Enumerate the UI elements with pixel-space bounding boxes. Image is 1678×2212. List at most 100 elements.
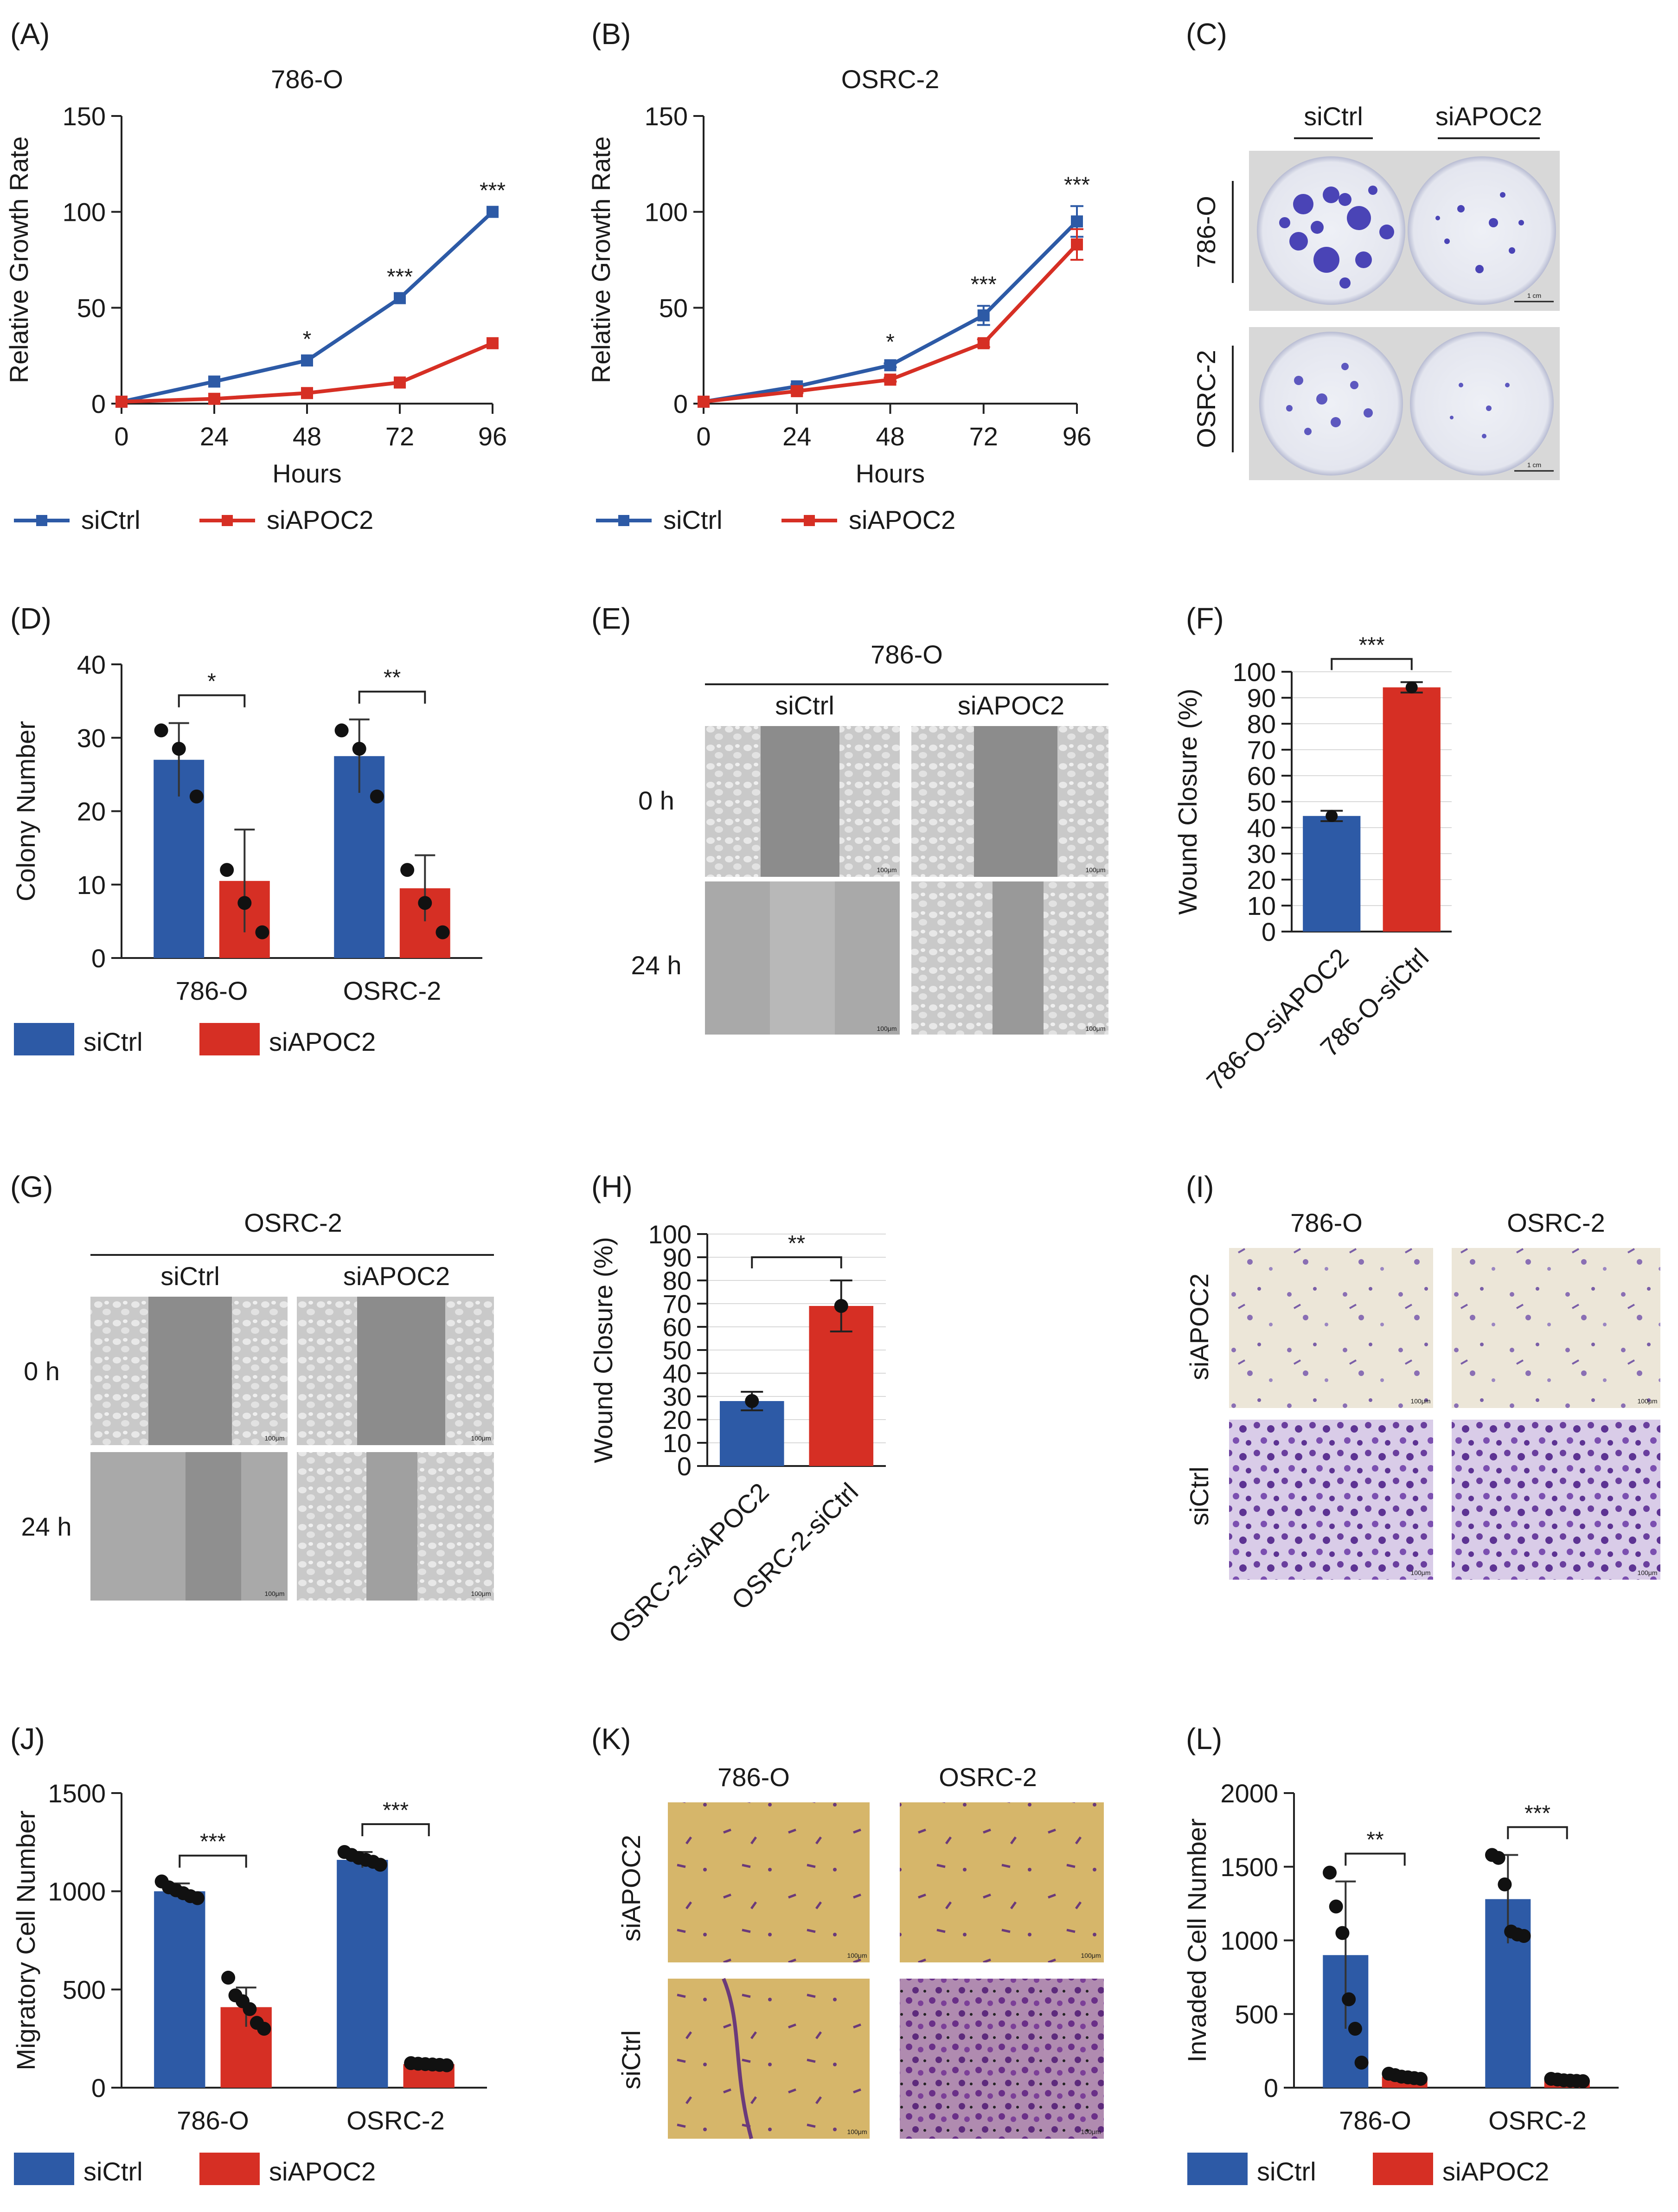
col-label: siCtrl	[1304, 102, 1363, 131]
data-point	[487, 337, 499, 349]
scale-bar-label: 100μm	[847, 1952, 867, 1959]
data-point	[977, 337, 990, 349]
data-point	[1354, 2056, 1369, 2070]
data-point	[334, 723, 349, 738]
invasion-image	[900, 1979, 1104, 2139]
legend-swatch	[14, 2153, 74, 2185]
x-tick-label: 96	[1063, 422, 1091, 451]
y-tick-label: 1500	[48, 1779, 106, 1808]
y-tick-label: 20	[77, 797, 106, 826]
invasion-image	[900, 1802, 1104, 1962]
data-point	[370, 789, 384, 804]
scale-bar-label: 100μm	[1081, 1952, 1101, 1959]
data-point	[221, 1970, 236, 1985]
y-tick-label: 20	[663, 1405, 692, 1434]
panel-letter-J: (J)	[10, 1722, 45, 1755]
y-tick-label: 100	[645, 198, 688, 227]
significance-mark: **	[1366, 1828, 1383, 1852]
scale-bar-label: 100μm	[264, 1434, 284, 1442]
y-tick-label: 500	[63, 1975, 106, 2004]
bar	[719, 1401, 784, 1466]
data-point	[243, 2002, 257, 2016]
y-tick-label: 0	[673, 389, 688, 418]
data-point	[745, 1394, 759, 1408]
significance-mark: ***	[971, 272, 997, 297]
y-tick-label: 50	[1247, 787, 1276, 817]
chart-j-migratory-cells: 0 500 1000 1500 Migratory Cell Number 786-O **…	[11, 1779, 487, 2186]
x-tick-label: 72	[385, 422, 414, 451]
data-point	[115, 395, 128, 408]
data-point	[698, 395, 710, 408]
x-tick-label: OSRC-2-siAPOC2	[603, 1477, 775, 1649]
y-tick-label: 80	[1247, 709, 1276, 739]
bar	[809, 1306, 874, 1466]
data-point	[189, 789, 204, 804]
col-label: siAPOC2	[343, 1261, 450, 1291]
panel-letter-I: (I)	[1186, 1170, 1214, 1203]
row-label: 786-O	[1191, 196, 1221, 268]
legend-marker	[36, 515, 47, 526]
legend-label: siAPOC2	[1442, 2157, 1549, 2186]
bar	[1383, 687, 1441, 932]
legend-marker	[804, 515, 815, 526]
x-tick-label: 48	[876, 422, 904, 451]
data-point	[301, 387, 313, 399]
legend-label: siCtrl	[83, 2157, 143, 2186]
panel-letter-F: (F)	[1186, 602, 1224, 635]
significance-mark: ***	[383, 1798, 409, 1823]
row-label: 24 h	[21, 1512, 72, 1541]
x-tick-label: 24	[200, 422, 229, 451]
y-tick-label: 0	[1264, 2073, 1278, 2103]
y-tick-label: 1000	[48, 1877, 106, 1906]
legend-marker	[618, 515, 629, 526]
legend-swatch	[199, 1023, 260, 1055]
bar-siCtrl	[337, 1859, 388, 2088]
x-tick-label: 96	[478, 422, 507, 451]
migration-image	[1229, 1420, 1433, 1580]
y-tick-label: 1000	[1220, 1926, 1278, 1955]
y-axis-label: Wound Closure (%)	[589, 1237, 618, 1463]
data-point	[791, 385, 803, 398]
significance-mark: ***	[480, 179, 506, 203]
data-point	[834, 1299, 848, 1313]
row-label: OSRC-2	[1191, 350, 1221, 448]
significance-bracket	[1507, 1826, 1568, 1839]
legend-label: siCtrl	[663, 505, 723, 534]
panel-letter-D: (D)	[10, 602, 51, 635]
y-tick-label: 40	[77, 650, 106, 679]
y-tick-label: 70	[663, 1289, 692, 1318]
data-point	[190, 1891, 205, 1905]
panel-k-invasion-images: 786-O OSRC-2 siAPOC2 siCtrl 100μm 100μm …	[616, 1762, 1104, 2140]
y-tick-label: 70	[1247, 735, 1276, 765]
x-tick-label: OSRC-2	[1488, 2106, 1587, 2135]
y-tick-label: 0	[91, 2073, 106, 2103]
legend-label: siCtrl	[81, 505, 141, 534]
x-tick-label: 72	[969, 422, 998, 451]
data-point	[394, 376, 406, 389]
chart-title: 786-O	[271, 64, 343, 94]
migration-image	[1452, 1420, 1660, 1580]
panel-letter-K: (K)	[591, 1722, 631, 1755]
y-tick-label: 0	[91, 944, 106, 973]
y-axis-label: Invaded Cell Number	[1182, 1818, 1211, 2062]
y-tick-label: 10	[77, 870, 106, 900]
legend-marker	[222, 515, 233, 526]
panel-letter-E: (E)	[591, 602, 631, 635]
data-point	[373, 1858, 387, 1872]
data-point	[301, 354, 313, 367]
col-label: 786-O	[1290, 1208, 1363, 1237]
scale-bar-label: 100μm	[264, 1590, 284, 1597]
data-point	[1329, 1899, 1343, 1914]
y-tick-label: 40	[663, 1359, 692, 1388]
y-axis-label: Migratory Cell Number	[11, 1810, 40, 2070]
data-point	[1576, 2074, 1590, 2089]
legend-swatch	[1373, 2153, 1433, 2185]
row-label: siCtrl	[616, 2030, 646, 2090]
scale-bar-label: 100μm	[1410, 1397, 1430, 1405]
data-point	[440, 2058, 454, 2072]
chart-b-growth-osrc2: 0 50 100 150 Relative Growth Rate 0 24 48 72 96 Ho…	[586, 64, 1091, 534]
chart-a-growth-786o: 0 50 100 150 Relative Growth Rate 0 24 48 72 96 Ho…	[4, 64, 507, 534]
data-point	[154, 723, 168, 738]
data-point	[487, 206, 499, 218]
y-tick-label: 10	[663, 1428, 692, 1458]
